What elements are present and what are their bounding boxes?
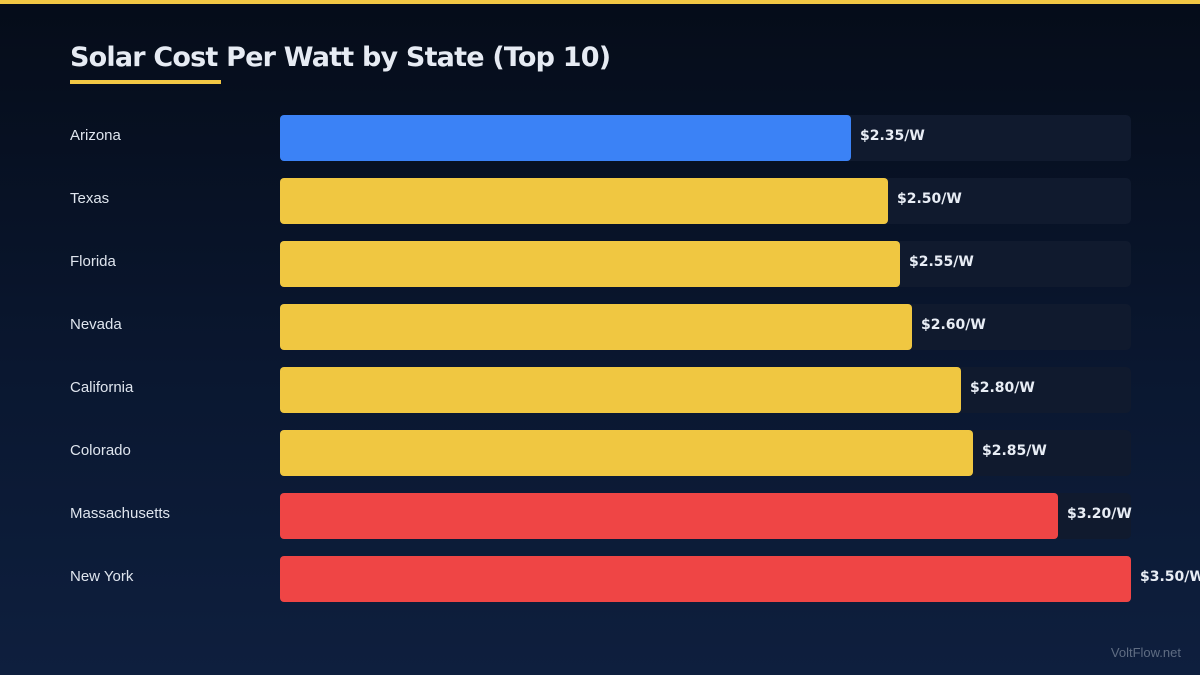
top-accent-bar (0, 0, 1200, 4)
value-label: $2.85/W (982, 443, 1047, 459)
bar-row: Florida $2.55/W (0, 241, 1200, 287)
value-label: $2.60/W (921, 317, 986, 333)
value-label: $3.50/W (1140, 569, 1200, 585)
bar-row: California $2.80/W (0, 367, 1200, 413)
bar (280, 367, 961, 413)
bar (280, 430, 973, 476)
bar (280, 178, 888, 224)
bar (280, 493, 1058, 539)
bar-row: Texas $2.50/W (0, 178, 1200, 224)
value-label: $2.35/W (860, 128, 925, 144)
title-underline (70, 80, 221, 84)
value-label: $2.80/W (970, 380, 1035, 396)
bar (280, 115, 851, 161)
category-label: Massachusetts (70, 505, 171, 522)
category-label: Colorado (70, 442, 131, 459)
bar (280, 304, 912, 350)
value-label: $3.20/W (1067, 506, 1132, 522)
category-label: Florida (70, 253, 116, 270)
bar (280, 556, 1131, 602)
category-label: Texas (70, 190, 110, 207)
chart-title: Solar Cost Per Watt by State (Top 10) (70, 42, 611, 73)
bar-row: New York $3.50/W (0, 556, 1200, 602)
category-label: California (70, 379, 134, 396)
value-label: $2.50/W (897, 191, 962, 207)
footer-brand: VoltFlow.net (1110, 645, 1181, 660)
category-label: Nevada (70, 316, 122, 333)
bar-row: Nevada $2.60/W (0, 304, 1200, 350)
bar-row: Colorado $2.85/W (0, 430, 1200, 476)
bar-row: Arizona $2.35/W (0, 115, 1200, 161)
bar (280, 241, 900, 287)
category-label: New York (70, 568, 134, 585)
bar-row: Massachusetts $3.20/W (0, 493, 1200, 539)
value-label: $2.55/W (909, 254, 974, 270)
category-label: Arizona (70, 127, 121, 144)
